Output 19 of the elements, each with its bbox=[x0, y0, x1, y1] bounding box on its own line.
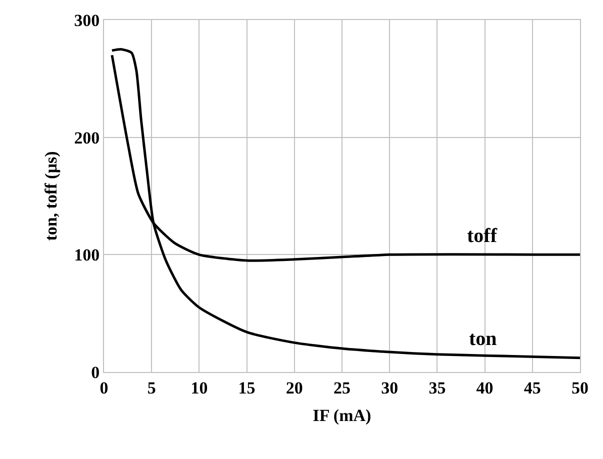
x-tick-label: 30 bbox=[381, 378, 398, 398]
y-axis-title: ton, toff (µs) bbox=[42, 151, 61, 241]
x-tick-label: 35 bbox=[428, 378, 446, 398]
x-tick-label: 40 bbox=[476, 378, 494, 398]
x-tick-label: 5 bbox=[147, 378, 156, 398]
x-tick-label: 10 bbox=[190, 378, 208, 398]
y-tick-label: 300 bbox=[74, 10, 100, 30]
x-tick-label: 45 bbox=[524, 378, 541, 398]
x-tick-label: 25 bbox=[334, 378, 350, 398]
series-label: ton bbox=[469, 328, 497, 350]
line-series bbox=[110, 48, 580, 360]
y-tick-label: 200 bbox=[74, 128, 100, 148]
x-tick-label: 50 bbox=[572, 378, 588, 398]
y-tick-label: 0 bbox=[91, 362, 100, 382]
x-tick-label: 20 bbox=[286, 378, 303, 398]
y-tick-label: 100 bbox=[74, 246, 100, 265]
x-tick-label: 15 bbox=[238, 378, 256, 398]
x-axis-title: IF (mA) bbox=[312, 406, 372, 425]
series-label: toff bbox=[467, 225, 498, 247]
